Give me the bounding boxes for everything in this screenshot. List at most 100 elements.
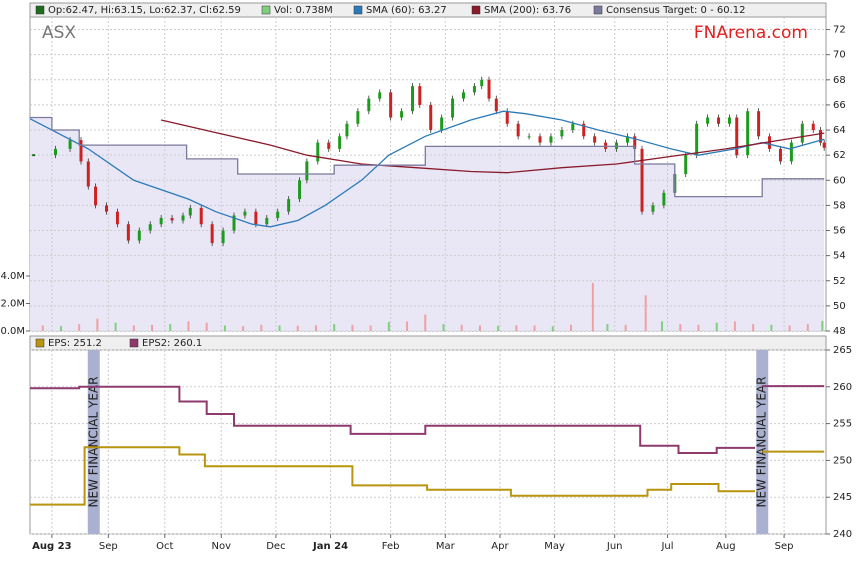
candle [462, 92, 466, 99]
fy-band [756, 350, 769, 534]
volume-bar [569, 324, 572, 331]
volume-bar [661, 321, 664, 331]
candle [181, 215, 185, 221]
candle [356, 111, 360, 124]
candle [115, 211, 119, 225]
legend-swatch [261, 5, 271, 15]
candle [571, 123, 575, 131]
candle [727, 117, 731, 124]
candle [148, 224, 152, 231]
eps-line [30, 446, 825, 506]
legend-label: EPS: 251.2 [48, 338, 102, 349]
candle [625, 136, 629, 143]
volume-bar [132, 325, 135, 331]
candle [345, 123, 349, 137]
candle [232, 215, 236, 231]
candle [305, 161, 309, 181]
x-tick-label: Feb [382, 541, 400, 552]
volume-bar [533, 325, 536, 331]
candle [695, 123, 699, 156]
candle [199, 207, 203, 225]
candle [210, 224, 214, 244]
candle [440, 117, 444, 131]
candle [757, 111, 761, 137]
marks: Aug 23 Sep Oct Nov Dec Jan 24 Feb Mar Apr May Jun J… [0, 5, 852, 552]
y-tick-label: 260 [833, 382, 852, 393]
candle [822, 142, 826, 148]
volume-bar [333, 324, 336, 331]
y-tick-label: 60 [833, 175, 846, 186]
volume-bar [788, 325, 791, 331]
x-tick-label: Mar [436, 541, 456, 552]
volume-bar [478, 325, 481, 331]
x-tick-label: Sep [99, 541, 118, 552]
candle [86, 161, 90, 187]
legend-swatch [129, 338, 139, 348]
candle [778, 148, 782, 162]
legend-swatch [471, 5, 481, 15]
candle [633, 136, 637, 149]
volume-bar [497, 325, 500, 331]
candle [94, 186, 98, 206]
candle [32, 154, 36, 157]
y-tick-label: 70 [833, 50, 846, 61]
candle [768, 136, 772, 149]
volume-bar [606, 324, 609, 331]
candle [593, 136, 597, 143]
legend-label: EPS2: 260.1 [142, 338, 202, 349]
legend-label: SMA (60): 63.27 [366, 5, 447, 16]
x-tick-label: Oct [156, 541, 173, 552]
x-tick-label: Sep [775, 541, 794, 552]
y-tick-label: 52 [833, 276, 846, 287]
candle [287, 199, 291, 212]
volume-bar [442, 324, 445, 331]
volume-bar [187, 321, 190, 331]
y-tick-label: 68 [833, 75, 846, 86]
candle [615, 142, 619, 149]
candle [389, 92, 393, 118]
candle [243, 211, 247, 216]
candle [221, 230, 225, 244]
volume-bar [460, 324, 463, 331]
y-tick-label: 240 [833, 529, 852, 540]
y-tick-label: 250 [833, 455, 852, 466]
legend-label: Consensus Target: 0 - 60.12 [606, 5, 746, 16]
y-tick-label: 66 [833, 100, 846, 111]
candle [170, 217, 174, 221]
volume-bar [752, 324, 755, 331]
y-tick-label: 54 [833, 251, 846, 262]
legend-label: SMA (200): 63.76 [484, 5, 571, 16]
candle [429, 104, 433, 131]
candle [789, 142, 793, 162]
volume-bar [351, 324, 354, 331]
volume-bar [96, 318, 99, 331]
candle [265, 217, 269, 225]
x-tick-label: May [544, 541, 565, 552]
sma-line [160, 119, 825, 174]
fy-band [87, 350, 100, 534]
eps-plot [29, 349, 827, 535]
x-tick-label: Aug 23 [32, 541, 71, 552]
volume-bar [314, 325, 317, 331]
y-tick-label: 72 [833, 25, 846, 36]
candle [480, 79, 484, 87]
candle [651, 205, 655, 212]
candle [54, 148, 58, 156]
volume-bar [59, 326, 62, 331]
y-tick-label: 62 [833, 150, 846, 161]
ticker: ASX [42, 23, 76, 43]
candle [316, 142, 320, 162]
candle [276, 211, 280, 218]
volume-bar [369, 325, 372, 331]
x-tick-label: Dec [266, 541, 285, 552]
sma-line [29, 110, 825, 228]
y-tick-label: 64 [833, 125, 846, 136]
volume-bar [770, 324, 773, 331]
candle [400, 111, 404, 118]
y-tick-label: 50 [833, 301, 846, 312]
candle [338, 136, 342, 149]
volume-bar [515, 325, 518, 331]
candle [516, 123, 520, 137]
